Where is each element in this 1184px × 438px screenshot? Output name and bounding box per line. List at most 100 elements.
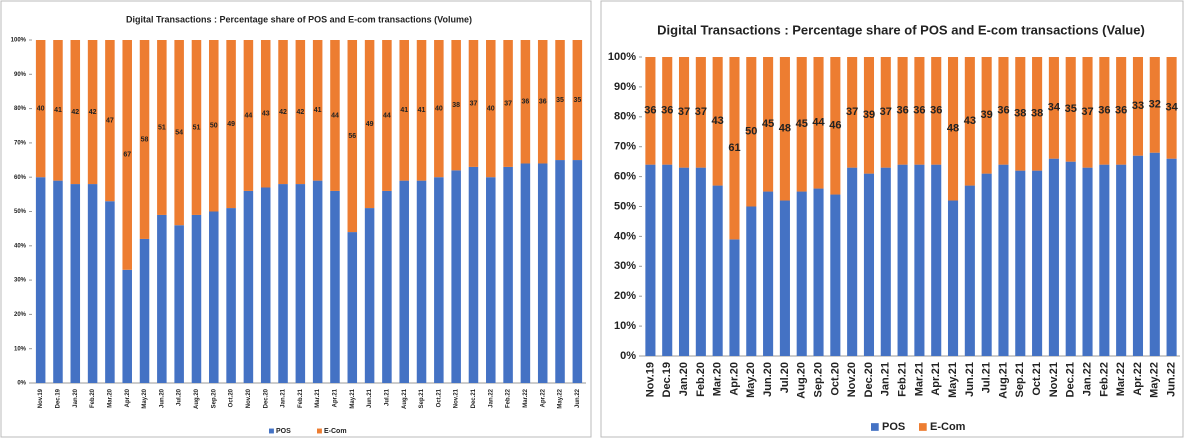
x-tick-label: Jun.20 — [159, 388, 165, 408]
bar-segment — [451, 170, 461, 383]
bar-segment — [157, 40, 167, 215]
bar-segment — [1166, 57, 1177, 159]
bar-segment — [746, 206, 757, 356]
x-tick-label: Jun.21 — [964, 362, 976, 397]
y-tick-label: 50% — [14, 209, 27, 215]
data-label: 37 — [880, 106, 892, 118]
x-tick-label: Apr.20 — [125, 388, 131, 407]
data-label: 51 — [158, 124, 166, 131]
bar-segment — [779, 200, 790, 356]
x-tick-label: Jan.22 — [1081, 362, 1093, 396]
data-label: 43 — [262, 111, 270, 118]
x-tick-label: Sep.20 — [211, 388, 217, 408]
y-tick-label: 30% — [14, 278, 27, 284]
x-tick-label: Dec.20 — [263, 388, 269, 408]
bar-segment — [87, 184, 98, 383]
x-tick-label: May.21 — [350, 388, 356, 408]
x-tick-label: Oct.20 — [829, 362, 841, 396]
bar-segment — [931, 57, 942, 165]
data-label: 42 — [296, 109, 304, 116]
bar-segment — [503, 166, 513, 383]
bar-segment — [830, 194, 841, 356]
bar-segment — [1116, 57, 1127, 165]
y-tick-label: 70% — [14, 140, 27, 146]
bar-segment — [779, 57, 790, 201]
x-tick-label: May.22 — [558, 388, 564, 408]
bar-segment — [931, 164, 942, 356]
data-label: 35 — [1065, 103, 1077, 115]
data-label: 34 — [1165, 102, 1178, 114]
data-label: 42 — [89, 109, 97, 116]
x-tick-label: Aug.21 — [997, 362, 1009, 399]
data-label: 33 — [1132, 100, 1144, 112]
x-tick-label: Jan.21 — [880, 362, 892, 396]
bar-segment — [260, 187, 271, 383]
data-label: 37 — [695, 106, 707, 118]
bar-segment — [416, 180, 427, 383]
bar-segment — [947, 200, 959, 356]
y-tick-label: 40% — [614, 230, 636, 242]
bar-segment — [503, 40, 513, 167]
x-tick-label: Jan.20 — [73, 388, 79, 407]
y-tick-label: 90% — [14, 72, 27, 78]
x-tick-label: Apr.21 — [333, 388, 339, 407]
bar-segment — [863, 173, 875, 356]
x-tick-label: Nov.19 — [644, 362, 656, 397]
data-label: 35 — [573, 97, 581, 104]
bar-segment — [226, 40, 236, 209]
data-label: 61 — [728, 142, 740, 154]
bar-segment — [382, 190, 392, 383]
bar-segment — [243, 190, 254, 383]
bar-segment — [1065, 57, 1076, 162]
bar-segment — [572, 40, 583, 161]
bar-segment — [70, 184, 81, 383]
x-tick-label: Aug.20 — [796, 362, 808, 399]
y-tick-label: 60% — [614, 171, 636, 183]
data-label: 56 — [348, 133, 356, 140]
bar-segment — [139, 238, 150, 383]
bar-segment — [1149, 152, 1160, 356]
bar-segment — [364, 40, 375, 209]
data-label: 44 — [245, 112, 253, 119]
data-label: 43 — [964, 115, 976, 127]
y-tick-label: 50% — [614, 200, 636, 212]
y-tick-label: 40% — [14, 243, 27, 249]
x-tick-label: Oct.20 — [229, 388, 235, 407]
y-tick-label: 0% — [17, 381, 26, 387]
bar-segment — [1082, 57, 1093, 168]
bar-segment — [486, 40, 496, 178]
data-label: 36 — [930, 105, 942, 117]
data-label: 35 — [556, 97, 564, 104]
x-tick-label: Jan.21 — [281, 388, 287, 407]
data-label: 37 — [1081, 106, 1093, 118]
x-tick-label: Oct.21 — [1031, 362, 1043, 396]
legend-label: E-Com — [324, 428, 347, 435]
data-label: 38 — [452, 102, 460, 109]
bar-segment — [537, 40, 548, 164]
bar-segment — [897, 164, 908, 356]
bar-segment — [451, 40, 461, 171]
x-tick-label: Apr.21 — [930, 362, 942, 396]
bar-segment — [572, 160, 583, 383]
bar-segment — [520, 163, 531, 383]
bar-segment — [964, 57, 975, 186]
bar-segment — [347, 40, 358, 233]
x-tick-label: Feb.22 — [1098, 362, 1110, 397]
data-label: 32 — [1149, 99, 1161, 111]
bar-segment — [645, 57, 656, 165]
data-label: 41 — [400, 107, 408, 114]
data-label: 36 — [896, 105, 908, 117]
bar-segment — [537, 163, 548, 383]
bar-segment — [312, 180, 323, 383]
bar-segment — [295, 40, 306, 185]
x-tick-label: Jun.21 — [367, 388, 373, 408]
x-tick-label: Feb.21 — [897, 362, 909, 397]
x-tick-label: Dec.21 — [1065, 362, 1077, 397]
bar-segment — [243, 40, 254, 191]
bar-segment — [1132, 57, 1144, 156]
x-tick-label: Dec.21 — [471, 388, 477, 408]
bar-segment — [863, 57, 875, 174]
bar-segment — [191, 214, 202, 383]
bar-segment — [209, 40, 219, 212]
bar-segment — [209, 211, 219, 383]
